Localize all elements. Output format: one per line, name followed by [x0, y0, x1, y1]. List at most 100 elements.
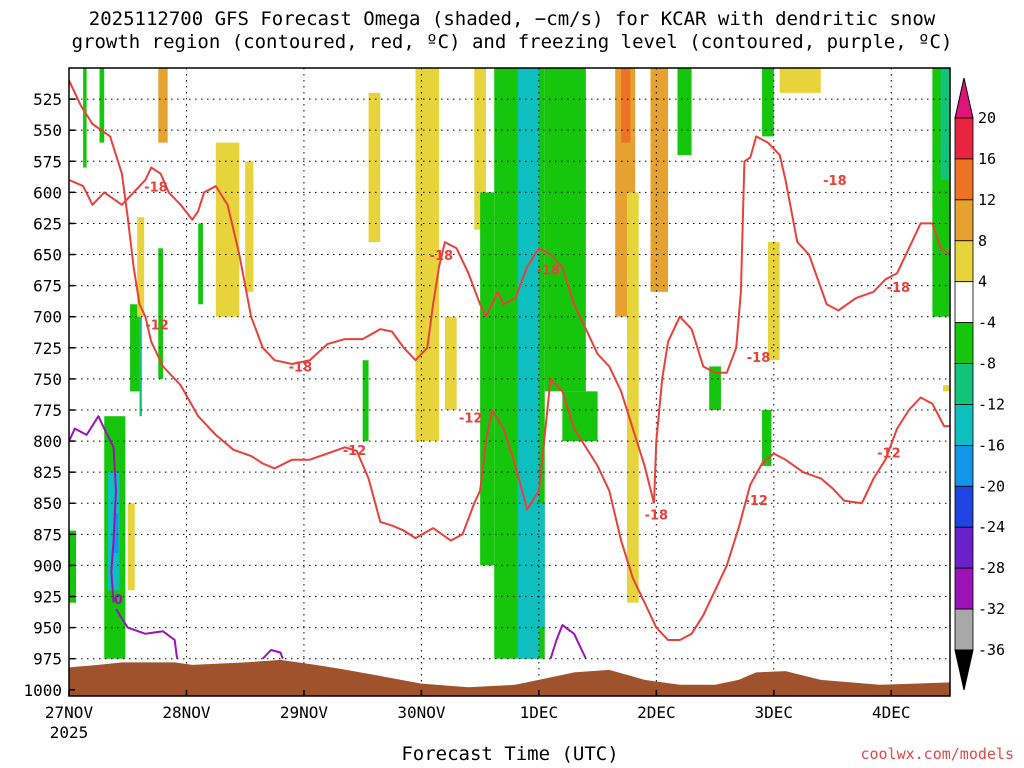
omega-cell-19: [474, 68, 487, 230]
x-tick-label-1DEC: 1DEC: [520, 703, 559, 722]
omega-cell-30: [677, 68, 692, 156]
omega-cell-23: [532, 503, 545, 628]
omega-cell-0: [69, 530, 77, 603]
y-tick-label-600: 600: [33, 183, 62, 202]
y-tick-label-950: 950: [33, 619, 62, 638]
omega-cell-25: [562, 391, 598, 442]
freezing-level-contour-2: [262, 649, 284, 660]
omega-cell-29: [650, 68, 669, 292]
y-axis-ticks: 525 550 575 600 625 650 675 700 725 750 775 800 825 8…: [23, 90, 75, 700]
colorbar-segment-12: [954, 608, 974, 651]
contour-label-8: -18: [747, 351, 771, 366]
x-tick-label-29NOV: 29NOV: [280, 703, 329, 722]
colorbar-label--24: -24: [978, 518, 1005, 536]
omega-cell-13: [245, 161, 254, 292]
dgz-contour-upper: [69, 166, 655, 504]
credit-text: coolwx.com/models: [860, 745, 1014, 763]
omega-cell-5: [113, 513, 119, 553]
colorbar-end-high: [954, 77, 974, 119]
omega-cell-11: [127, 503, 135, 591]
omega-cell-36: [940, 68, 950, 180]
y-tick-label-975: 975: [33, 650, 62, 669]
colorbar-label-16: 16: [978, 150, 996, 168]
x-tick-label-30NOV: 30NOV: [397, 703, 446, 722]
contour-label-12: -12: [877, 447, 901, 462]
colorbar-label-12: 12: [978, 191, 996, 209]
colorbar-segment-9: [954, 485, 974, 528]
omega-cell-2: [99, 68, 105, 143]
colorbar-label--4: -4: [978, 314, 996, 332]
omega-cell-33: [762, 409, 772, 466]
y-tick-label-650: 650: [33, 246, 62, 265]
colorbar: 20 16 12 8 4 -4 -8 -12 -16 -20 -24 -28 -32 -36: [954, 77, 1005, 691]
contour-label-5: -12: [459, 412, 483, 427]
colorbar-label--16: -16: [978, 436, 1005, 454]
colorbar-label--28: -28: [978, 559, 1005, 577]
contour-labels: -18 -12 -18 -12 -18 -12 -18 -18 -18 -12 -18 -18 -12 0: [114, 174, 910, 608]
colorbar-segment-6: [954, 363, 974, 405]
omega-cell-16: [368, 92, 381, 243]
omega-cell-32: [762, 68, 774, 137]
colorbar-label--20: -20: [978, 477, 1005, 495]
freezing-level-contour-0: [69, 415, 117, 603]
omega-cell-6: [130, 304, 140, 392]
colorbar-label-8: 8: [978, 232, 987, 250]
omega-cell-12: [215, 142, 240, 317]
y-tick-label-700: 700: [33, 308, 62, 327]
omega-cell-15: [362, 360, 369, 442]
y-tick-label-525: 525: [33, 90, 62, 109]
omega-cell-9: [158, 68, 168, 143]
colorbar-label--36: -36: [978, 641, 1005, 659]
contour-label-0: -18: [144, 180, 168, 195]
omega-cell-34: [767, 242, 780, 361]
y-tick-label-900: 900: [33, 556, 62, 575]
colorbar-label--8: -8: [978, 355, 996, 373]
y-tick-label-550: 550: [33, 121, 62, 140]
x-tick-label-3DEC: 3DEC: [755, 703, 794, 722]
colorbar-segment-1: [954, 158, 974, 201]
omega-cell-27: [621, 68, 631, 143]
omega-shading: [69, 68, 950, 659]
contour-label-9: -12: [744, 494, 768, 509]
freezing-level-contour-1: [115, 608, 179, 659]
omega-cell-31: [709, 366, 721, 410]
contour-label-11: -18: [887, 281, 911, 296]
y-tick-label-925: 925: [33, 588, 62, 607]
contour-label-1: -12: [145, 318, 169, 333]
contour-label-10: -18: [823, 174, 847, 189]
x-tick-label-27NOV: 27NOV: [45, 703, 94, 722]
x-axis-label: Forecast Time (UTC): [401, 743, 619, 765]
x-tick-label-28NOV: 28NOV: [162, 703, 211, 722]
omega-cell-1: [83, 68, 87, 168]
contour-label-13: 0: [114, 593, 123, 608]
omega-cell-7: [139, 316, 142, 417]
y-tick-label-625: 625: [33, 214, 62, 233]
omega-cell-17: [415, 68, 440, 442]
colorbar-label-20: 20: [978, 109, 996, 127]
colorbar-label--32: -32: [978, 600, 1005, 618]
x-tick-year: 2025: [50, 723, 89, 742]
freezing-level-contour-3: [549, 624, 587, 660]
colorbar-segment-3: [954, 240, 974, 283]
y-tick-label-750: 750: [33, 370, 62, 389]
dgz-contour-right: [653, 135, 950, 504]
dgz-contour-lower: [69, 79, 950, 641]
contour-label-6: -18: [537, 264, 561, 279]
colorbar-segment-0: [954, 117, 974, 160]
omega-cell-10: [137, 217, 145, 317]
contour-label-4: -18: [430, 249, 454, 264]
y-tick-label-800: 800: [33, 432, 62, 451]
colorbar-segment-8: [954, 444, 974, 487]
colorbar-segment-5: [954, 322, 974, 364]
y-tick-label-775: 775: [33, 401, 62, 420]
y-tick-label-1000: 1000: [23, 681, 62, 700]
y-tick-label-850: 850: [33, 494, 62, 513]
x-tick-label-4DEC: 4DEC: [872, 703, 911, 722]
colorbar-segment-2: [954, 199, 974, 242]
y-tick-label-725: 725: [33, 339, 62, 358]
omega-cell-8: [158, 248, 163, 379]
x-tick-label-2DEC: 2DEC: [637, 703, 676, 722]
colorbar-label--12: -12: [978, 395, 1005, 413]
y-tick-label-575: 575: [33, 152, 62, 171]
